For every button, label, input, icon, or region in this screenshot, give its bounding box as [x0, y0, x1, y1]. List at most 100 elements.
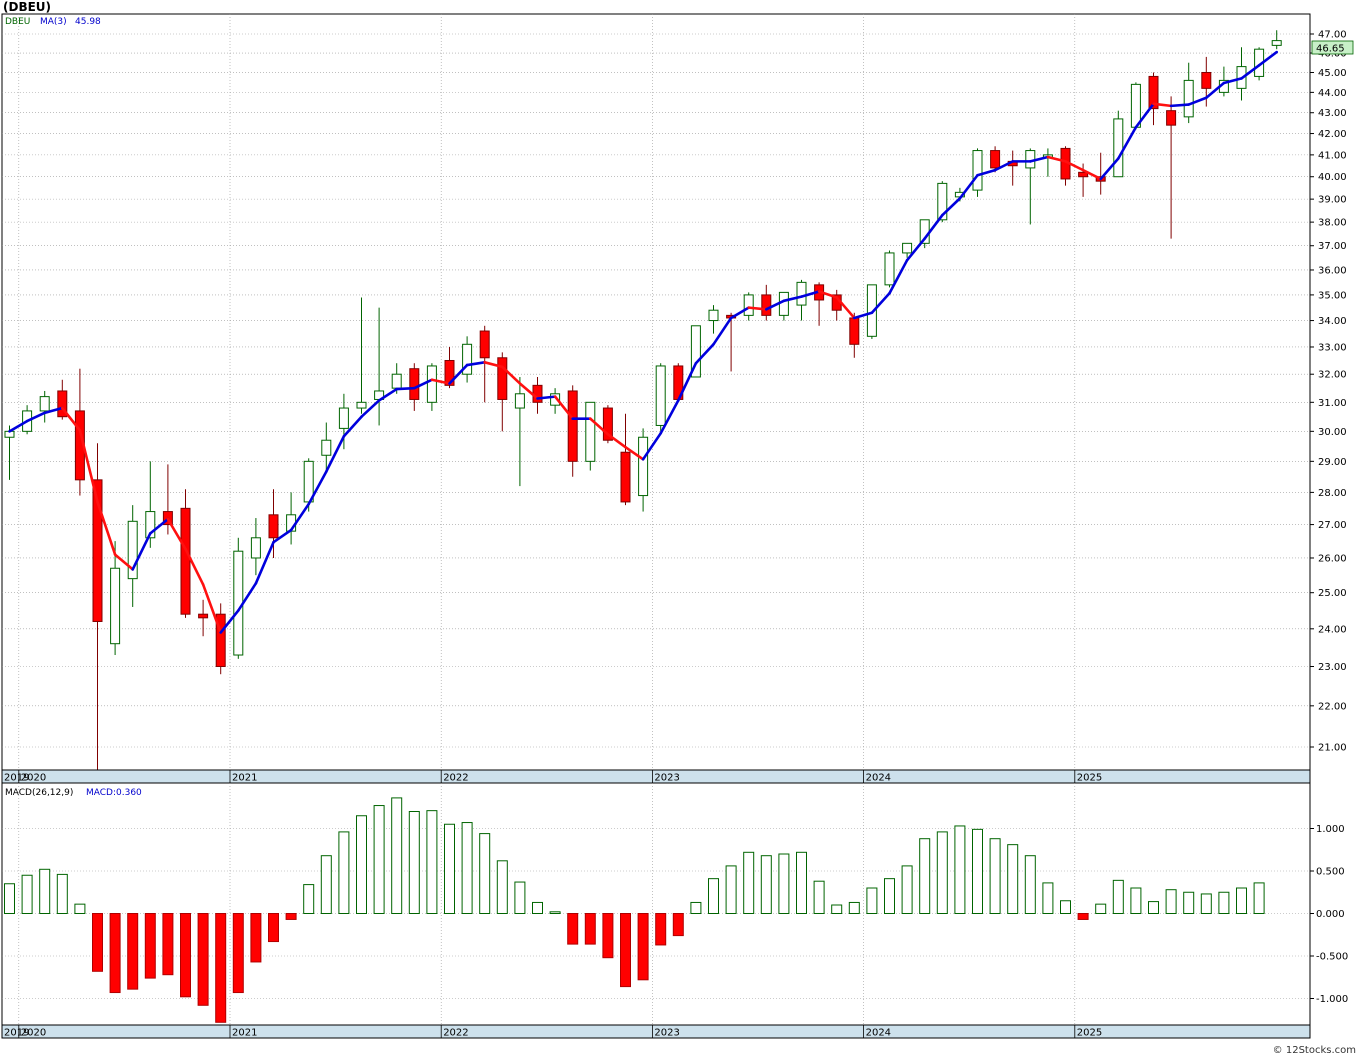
price-legend-symbol: DBEU — [5, 17, 30, 27]
candle — [796, 279, 807, 321]
price-tick-label: 22.00 — [1318, 701, 1347, 712]
price-tick-label: 43.00 — [1318, 108, 1347, 119]
macd-bar — [725, 865, 737, 915]
candle-body — [215, 613, 226, 667]
x-tick-label: 2020 — [21, 773, 46, 784]
x-tick-label: 2021 — [232, 773, 257, 784]
candle-body — [1113, 118, 1124, 178]
ma-segment — [1152, 102, 1173, 108]
ma-segment — [377, 387, 399, 402]
ma-segment — [149, 517, 170, 535]
candle — [444, 346, 455, 389]
macd-bar — [1077, 913, 1089, 920]
ma-segment — [412, 378, 434, 390]
ma-segment — [113, 553, 134, 571]
candle-body — [1078, 171, 1089, 178]
candle — [690, 325, 701, 378]
last-price-label: 46.65 — [1316, 44, 1345, 55]
ma-segment — [184, 547, 205, 586]
macd-bar — [1130, 887, 1142, 914]
candle — [39, 390, 50, 423]
macd-legend-value: MACD:0.360 — [86, 788, 142, 798]
x-tick-label: 2021 — [232, 1028, 257, 1039]
macd-bar — [426, 810, 438, 915]
candle-body — [409, 368, 420, 400]
candle-body — [391, 373, 402, 389]
ma-segment — [1169, 103, 1190, 108]
ma-segment — [641, 432, 663, 461]
candle-body — [426, 365, 437, 403]
x-tick-label: 2019 — [4, 773, 29, 784]
candle — [1166, 96, 1177, 239]
macd-bar — [1218, 891, 1230, 914]
macd-bar — [479, 833, 491, 914]
candle-body — [602, 407, 613, 441]
candle-body — [884, 252, 895, 286]
candle-body — [796, 281, 807, 306]
candle — [268, 489, 279, 558]
candle — [638, 428, 649, 512]
price-tick-label: 28.00 — [1318, 488, 1347, 499]
candle-body — [1201, 71, 1212, 89]
candle — [567, 385, 578, 477]
ma-segment — [395, 386, 416, 391]
x-tick-label: 2022 — [443, 1028, 468, 1039]
macd-bar — [197, 913, 209, 1006]
candle-body — [1025, 150, 1036, 169]
macd-bar — [1024, 855, 1036, 915]
macd-tick-label: 0.000 — [1316, 909, 1345, 920]
ma-segment — [958, 173, 979, 200]
candle-body — [92, 479, 103, 622]
macd-bar — [620, 913, 631, 988]
macd-bar — [21, 874, 33, 914]
ma-segment — [360, 399, 381, 419]
macd-bar — [1112, 879, 1124, 914]
macd-bar — [268, 913, 279, 943]
macd-bar — [408, 811, 420, 914]
candle-body — [972, 150, 983, 191]
ma-segment — [624, 445, 645, 461]
ma-segment — [1222, 77, 1243, 85]
candle-body — [778, 291, 789, 316]
macd-bar — [461, 822, 473, 914]
candle-body — [990, 150, 1001, 169]
ma-segment — [747, 306, 768, 311]
candle-body — [761, 294, 772, 316]
candle-body — [1271, 40, 1282, 46]
macd-bar — [637, 913, 649, 981]
price-tick-label: 27.00 — [1318, 520, 1347, 531]
ma-segment — [1099, 157, 1120, 181]
candle-body — [550, 393, 561, 406]
macd-bar — [831, 904, 843, 914]
candle — [215, 603, 226, 675]
macd-bar — [690, 901, 702, 915]
ma-segment — [201, 583, 222, 634]
macd-bar — [4, 883, 15, 914]
price-tick-label: 29.00 — [1318, 457, 1347, 468]
candle-body — [127, 520, 138, 580]
candle-body — [690, 325, 701, 378]
candle-body — [1166, 110, 1177, 126]
price-tick-label: 24.00 — [1318, 624, 1347, 635]
macd-bar — [655, 913, 667, 946]
ma-segment — [800, 290, 821, 298]
macd-bar — [285, 913, 297, 920]
x-tick-label: 2024 — [866, 1028, 891, 1039]
macd-bar — [109, 913, 121, 994]
candle — [198, 599, 209, 637]
ma-segment — [78, 429, 99, 504]
ma-segment — [1117, 125, 1138, 160]
price-tick-label: 30.00 — [1318, 427, 1347, 438]
candle-body — [233, 550, 244, 656]
candle-body — [743, 294, 754, 316]
ma-segment — [923, 213, 944, 240]
candle-body — [638, 436, 649, 497]
ma-segment — [430, 378, 451, 385]
candle — [110, 541, 121, 656]
macd-bar — [989, 838, 1001, 915]
ma-segment — [1187, 96, 1208, 106]
macd-bar — [232, 913, 244, 994]
macd-bar — [92, 913, 103, 972]
candle — [462, 336, 473, 383]
candle-body — [497, 357, 508, 400]
